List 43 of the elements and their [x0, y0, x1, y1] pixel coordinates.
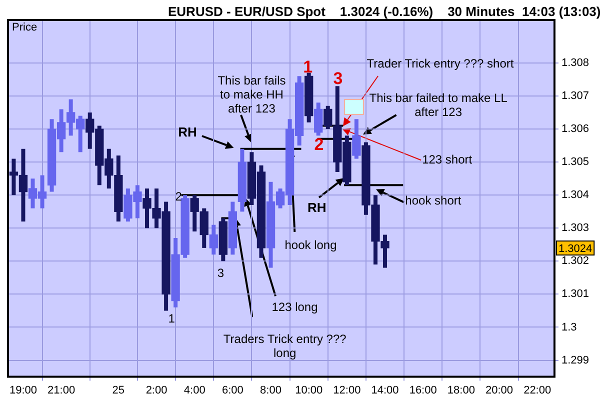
annotation: RH [178, 124, 197, 140]
x-tick-label: 8:00 [260, 384, 282, 396]
y-tick-label: 1.3 [561, 321, 577, 334]
annotation: RH [307, 200, 326, 216]
x-tick-label: 10:00 [295, 384, 323, 396]
annotation: Trader Trick entry ??? short [366, 56, 514, 70]
y-tick-label: 1.304 [561, 189, 590, 202]
x-tick-label: 25 [112, 384, 125, 396]
x-tick-label: 14:00 [371, 384, 399, 396]
x-tick-label: 22:00 [524, 384, 552, 396]
x-tick-label: 18:00 [447, 384, 475, 396]
y-tick-label: 1.301 [561, 288, 590, 300]
y-axis-title: Price [12, 22, 38, 34]
y-tick-label: 1.307 [561, 90, 590, 102]
y-tick-label: 1.299 [561, 354, 590, 366]
y-tick-label: 1.302 [561, 255, 590, 268]
annotation: 1.3024 [558, 242, 592, 255]
annotation: 3 [217, 266, 224, 280]
annotation: 123 long [272, 300, 318, 314]
y-tick-label: 1.305 [561, 156, 590, 168]
x-tick-label: 21:00 [48, 384, 76, 396]
y-tick-label: 1.303 [561, 222, 590, 234]
x-tick-label: 19:00 [9, 384, 37, 396]
annotation: 123 short [422, 152, 473, 166]
annotation: This bar fails to make HH after 123 [218, 73, 286, 116]
x-tick-label: 4:00 [184, 384, 206, 396]
annotation: hook long [284, 238, 337, 252]
y-tick-label: 1.308 [561, 56, 590, 69]
annotation: 3 [333, 69, 343, 88]
annotation: 2 [314, 135, 324, 154]
annotation: 2 [175, 189, 182, 204]
x-tick-label: 16:00 [409, 384, 437, 396]
x-tick-label: 12:00 [333, 384, 361, 396]
annotation: 1 [168, 312, 176, 326]
x-tick-label: 6:00 [222, 384, 244, 396]
annotation: Traders Trick entry ??? long [223, 332, 347, 360]
chart-title: EURUSD - EUR/USD Spot 1.3024 (-0.16%) 30 Minutes 14:03 (13:03) [168, 4, 600, 19]
annotation: hook short [405, 193, 462, 208]
x-tick-label: 2:00 [146, 384, 168, 396]
annotation: 1 [303, 58, 313, 77]
annotation: This bar failed to make LL after 123 [369, 91, 508, 120]
x-tick-label: 20:00 [485, 384, 514, 396]
y-tick-label: 1.306 [561, 123, 590, 136]
